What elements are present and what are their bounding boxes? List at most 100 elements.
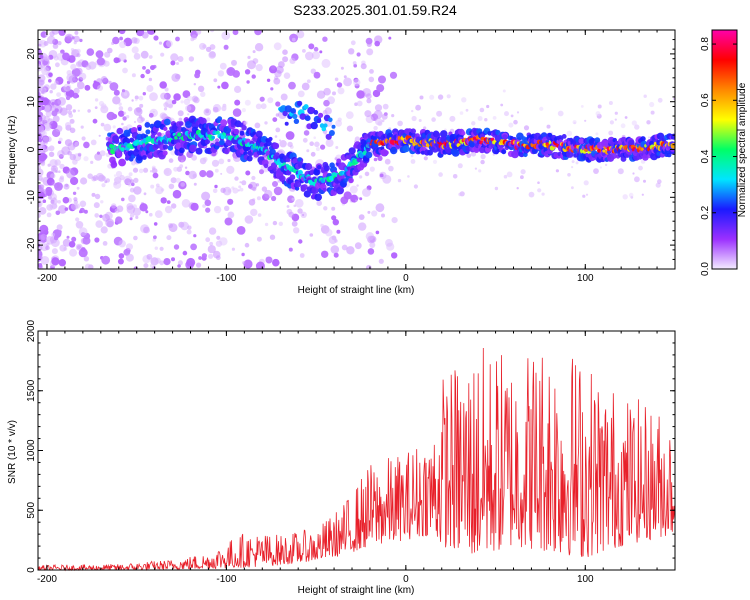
heatmap-cell xyxy=(373,110,383,119)
heatmap-cell xyxy=(234,176,239,181)
heatmap-cell xyxy=(76,81,81,85)
heatmap-cell xyxy=(410,159,416,164)
heatmap-cell xyxy=(128,194,136,203)
heatmap-cell xyxy=(217,116,223,122)
heatmap-cell xyxy=(69,248,78,257)
heatmap-cell xyxy=(170,177,177,184)
heatmap-cell xyxy=(582,194,586,198)
heatmap-cell xyxy=(638,165,643,171)
heatmap-cell xyxy=(609,120,615,125)
heatmap-cell xyxy=(251,74,256,79)
heatmap-cell xyxy=(71,236,77,242)
heatmap-cell xyxy=(62,196,70,204)
heatmap-cell xyxy=(59,175,64,180)
heatmap-cell xyxy=(649,101,655,108)
heatmap-cell xyxy=(646,120,651,125)
heatmap-cell xyxy=(523,152,528,158)
heatmap-cell xyxy=(640,136,646,142)
heatmap-cell xyxy=(297,157,302,162)
heatmap-cell xyxy=(457,163,463,169)
heatmap-cell xyxy=(322,36,328,42)
heatmap-cell xyxy=(352,61,357,65)
heatmap-cell xyxy=(64,33,74,43)
heatmap-cell xyxy=(78,248,88,258)
heatmap-cell xyxy=(118,240,126,248)
heatmap-cell xyxy=(45,245,50,251)
heatmap-cell xyxy=(369,242,376,248)
heatmap-cell xyxy=(131,160,136,166)
heatmap-cell xyxy=(224,217,233,226)
heatmap-cell xyxy=(152,167,156,171)
heatmap-cell xyxy=(46,204,53,211)
heatmap-cell xyxy=(423,126,427,130)
heatmap-cell xyxy=(94,153,102,161)
heatmap-cell xyxy=(42,177,48,182)
heatmap-cell xyxy=(353,78,361,86)
heatmap-cell xyxy=(53,197,56,200)
heatmap-cell xyxy=(205,207,211,213)
heatmap-cell xyxy=(657,179,662,184)
heatmap-cell xyxy=(116,127,124,135)
heatmap-cell xyxy=(288,247,293,252)
heatmap-cell xyxy=(364,110,372,118)
heatmap-cell xyxy=(177,154,186,163)
heatmap-cell xyxy=(160,197,167,204)
heatmap-cell xyxy=(474,167,477,170)
heatmap-cell xyxy=(94,98,99,102)
heatmap-cell xyxy=(391,217,398,224)
heatmap-cell xyxy=(269,234,276,240)
colorbar-ramp xyxy=(712,30,737,269)
heatmap-cell xyxy=(271,65,276,70)
heatmap-cell xyxy=(54,80,59,86)
heatmap-cell xyxy=(194,72,201,79)
heatmap-cell xyxy=(43,41,49,46)
heatmap-cell xyxy=(480,159,485,165)
heatmap-cell xyxy=(356,52,361,57)
heatmap-cell xyxy=(275,113,280,117)
heatmap-cell xyxy=(58,205,67,214)
heatmap-cell xyxy=(273,77,281,85)
heatmap-cell xyxy=(118,102,122,106)
heatmap-cell xyxy=(195,30,202,35)
heatmap-cell xyxy=(297,208,303,214)
heatmap-cell xyxy=(231,59,237,66)
heatmap-cell xyxy=(38,199,43,208)
heatmap-cell xyxy=(657,97,663,103)
heatmap-cell xyxy=(38,119,42,125)
heatmap-cell xyxy=(77,109,81,113)
heatmap-cell xyxy=(38,138,43,143)
y-tick-label: 0 xyxy=(26,146,37,152)
heatmap-cell xyxy=(150,263,156,269)
heatmap-cell xyxy=(131,46,139,54)
heatmap-cell xyxy=(354,242,362,250)
heatmap-cell xyxy=(90,139,97,146)
heatmap-cell xyxy=(159,112,167,120)
heatmap-cell xyxy=(313,169,320,176)
heatmap-cell xyxy=(181,199,191,208)
heatmap-cell xyxy=(366,98,372,104)
heatmap-cell xyxy=(254,122,261,129)
heatmap-cell xyxy=(138,95,144,101)
heatmap-cell xyxy=(101,176,107,181)
heatmap-cell xyxy=(177,56,184,62)
heatmap-cell xyxy=(255,103,262,110)
heatmap-cell xyxy=(163,107,168,111)
heatmap-cell xyxy=(227,158,231,163)
heatmap-cell xyxy=(83,209,88,214)
heatmap-cell xyxy=(506,171,513,178)
heatmap-cell xyxy=(138,168,144,174)
heatmap-cell xyxy=(334,157,338,161)
heatmap-cell xyxy=(492,116,497,120)
heatmap-cell xyxy=(597,104,602,109)
heatmap-cell xyxy=(571,160,575,164)
heatmap-cell xyxy=(52,43,59,49)
heatmap-cell xyxy=(100,122,105,127)
heatmap-cell xyxy=(434,132,441,138)
heatmap-cell xyxy=(48,79,52,83)
heatmap-cell xyxy=(604,163,608,167)
heatmap-cell xyxy=(503,174,508,179)
heatmap-cell xyxy=(486,104,490,109)
heatmap-cell xyxy=(385,239,393,247)
heatmap-cell xyxy=(285,169,292,176)
